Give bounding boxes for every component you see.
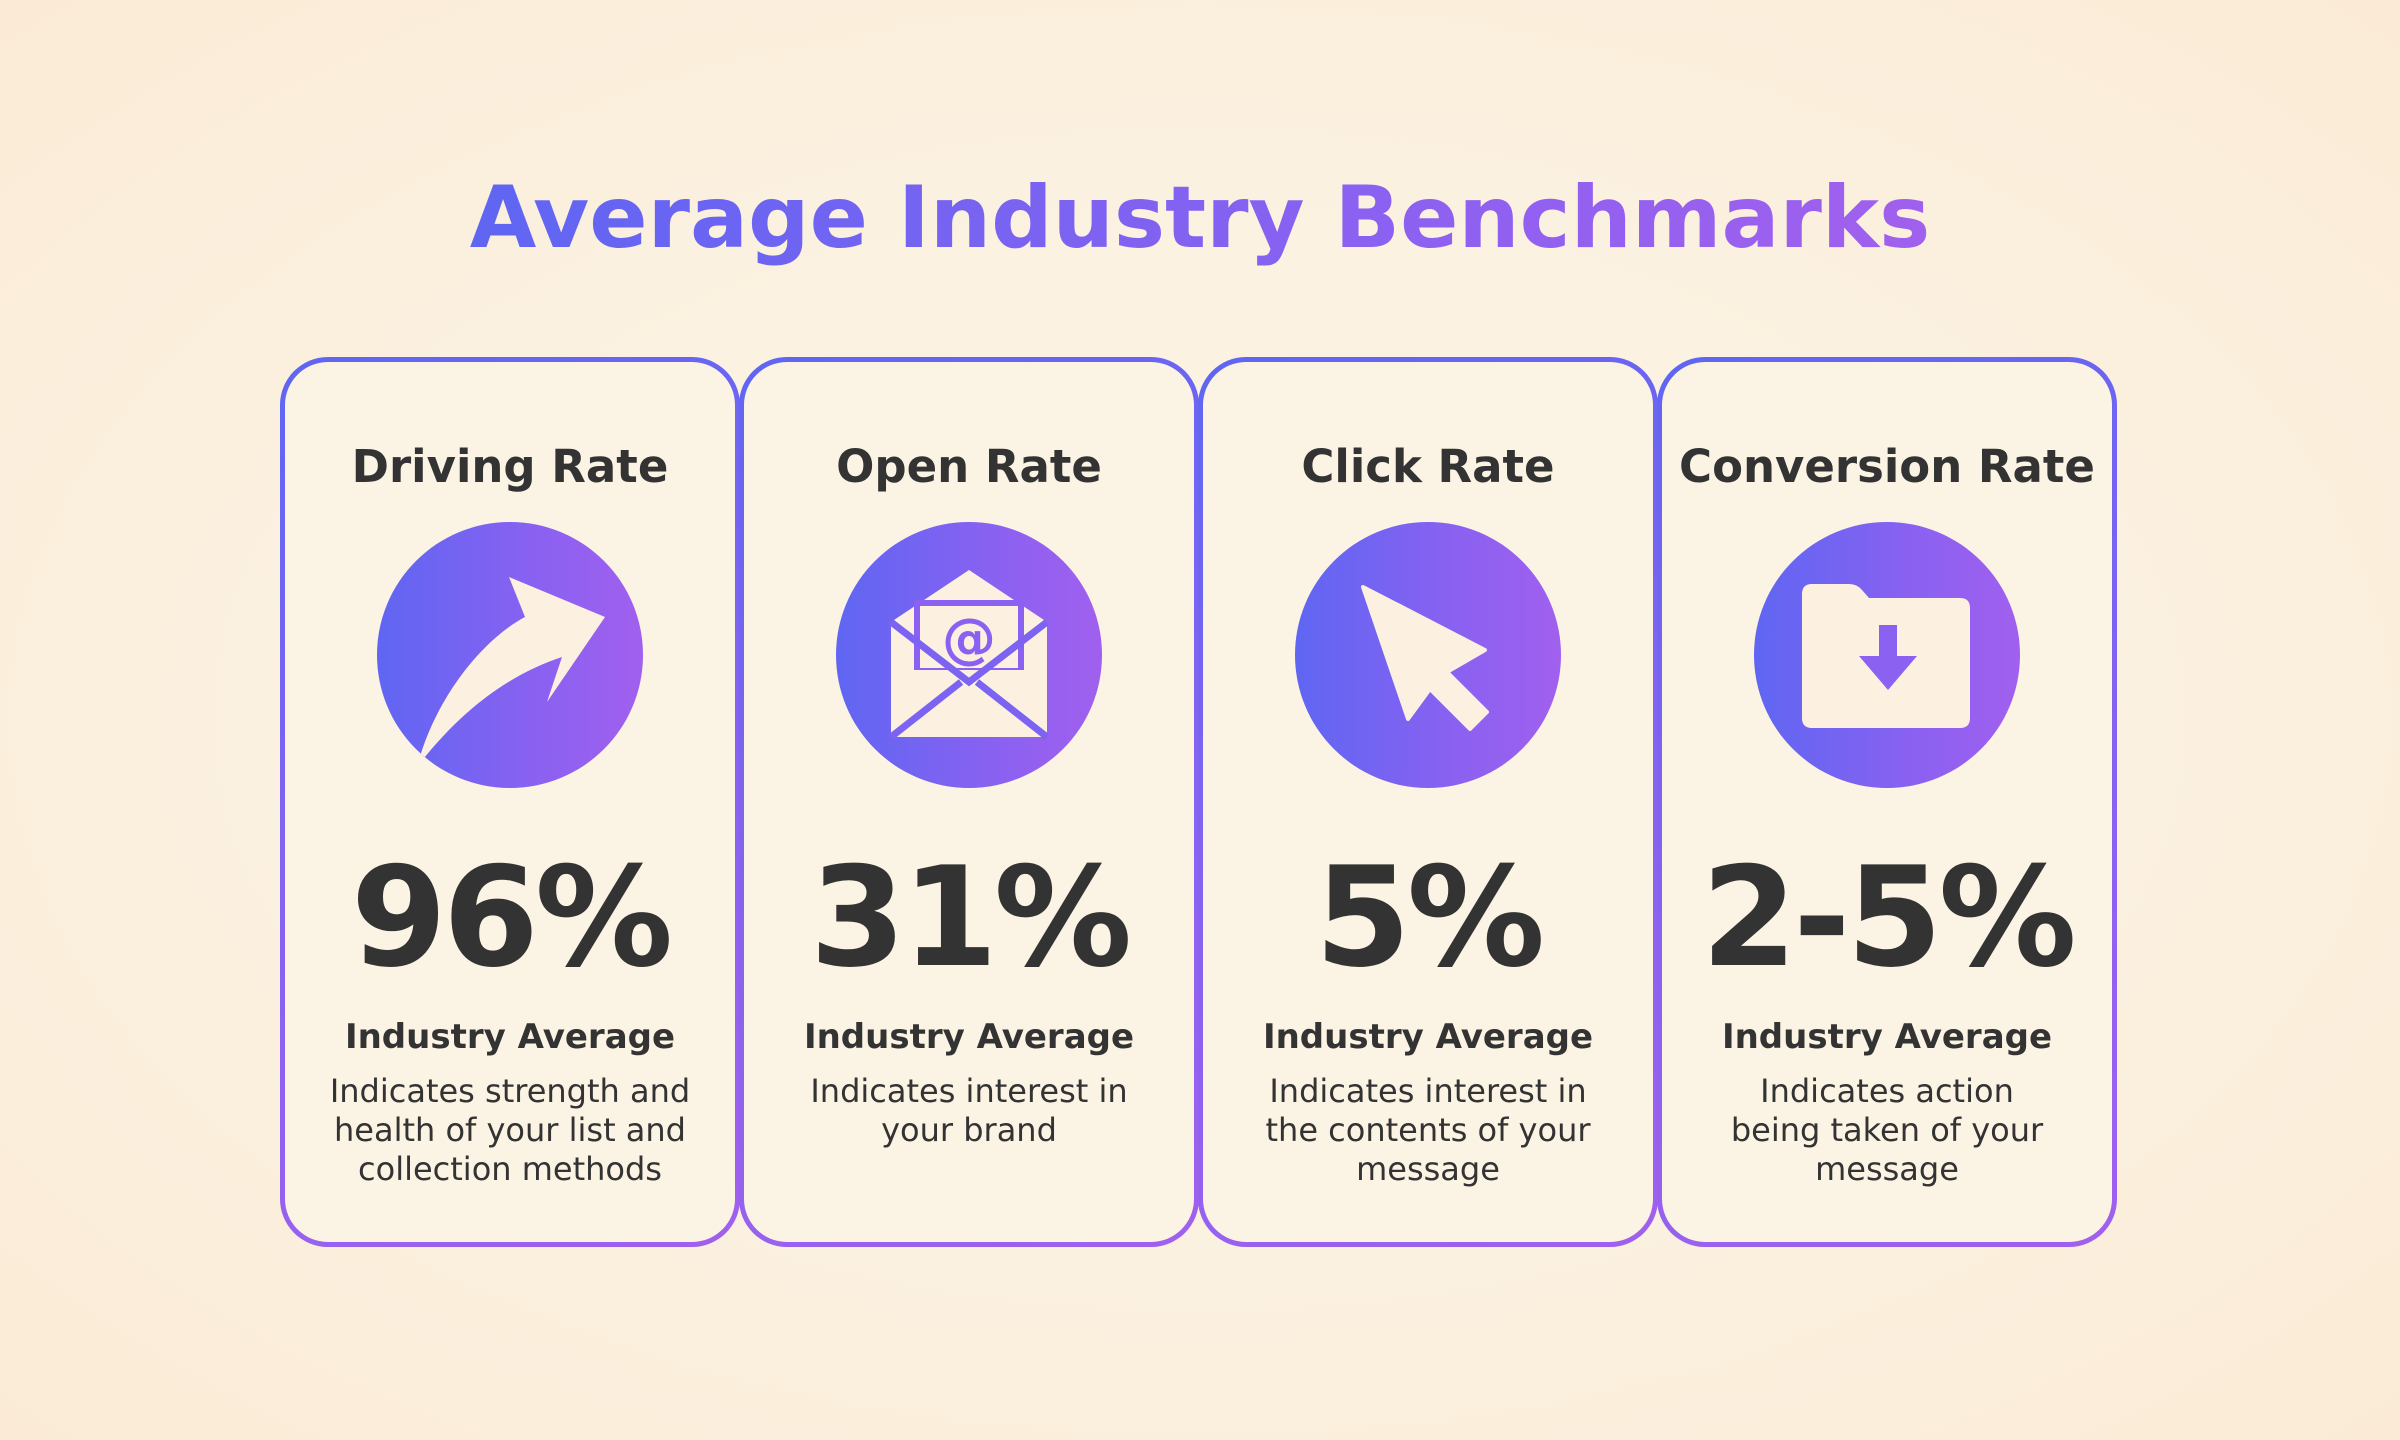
folder-download-icon (1754, 522, 2020, 788)
benchmark-value: 96% (350, 837, 673, 998)
benchmark-subtitle: Industry Average (1721, 1017, 2053, 1057)
benchmark-value: 31% (809, 837, 1132, 998)
email-envelope-icon: @ (836, 522, 1102, 788)
card-open-rate: Open Rate @ 31% Industry Average Indicat… (739, 357, 1199, 1247)
card-click-rate: Click Rate 5% Industry Average Indicates… (1198, 357, 1658, 1247)
benchmark-description: Indicates interest in your brand (810, 1072, 1128, 1149)
benchmark-value: 2-5% (1701, 837, 2077, 998)
benchmark-subtitle: Industry Average (344, 1017, 676, 1057)
benchmark-description: Indicates action being taken of your mes… (1730, 1072, 2044, 1188)
card-conversion-rate: Conversion Rate 2-5% Industry Average In… (1657, 357, 2117, 1247)
svg-text:@: @ (942, 607, 996, 670)
benchmark-subtitle: Industry Average (1262, 1017, 1594, 1057)
card-title: Click Rate (1301, 440, 1555, 493)
card-title: Conversion Rate (1679, 440, 2095, 493)
benchmark-subtitle: Industry Average (803, 1017, 1135, 1057)
benchmark-description: Indicates strength and health of your li… (329, 1072, 691, 1188)
card-driving-rate: Driving Rate 96% Industry Average Indica… (280, 357, 740, 1247)
cursor-pointer-icon (1295, 522, 1561, 788)
card-title: Open Rate (836, 440, 1102, 493)
page-title: Average Industry Benchmarks (469, 168, 1931, 268)
benchmark-value: 5% (1314, 837, 1545, 998)
benchmark-description: Indicates interest in the contents of yo… (1265, 1072, 1591, 1188)
trending-up-arrow-icon (377, 522, 643, 788)
card-title: Driving Rate (351, 440, 669, 493)
